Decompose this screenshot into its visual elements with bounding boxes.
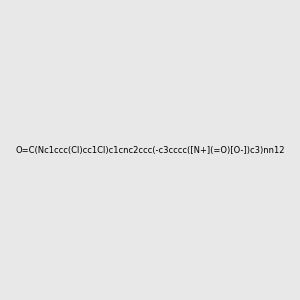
Text: O=C(Nc1ccc(Cl)cc1Cl)c1cnc2ccc(-c3cccc([N+](=O)[O-])c3)nn12: O=C(Nc1ccc(Cl)cc1Cl)c1cnc2ccc(-c3cccc([N… [15,146,285,154]
